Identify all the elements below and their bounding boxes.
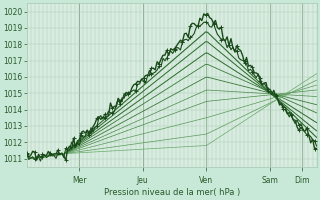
X-axis label: Pression niveau de la mer( hPa ): Pression niveau de la mer( hPa ) [104, 188, 240, 197]
